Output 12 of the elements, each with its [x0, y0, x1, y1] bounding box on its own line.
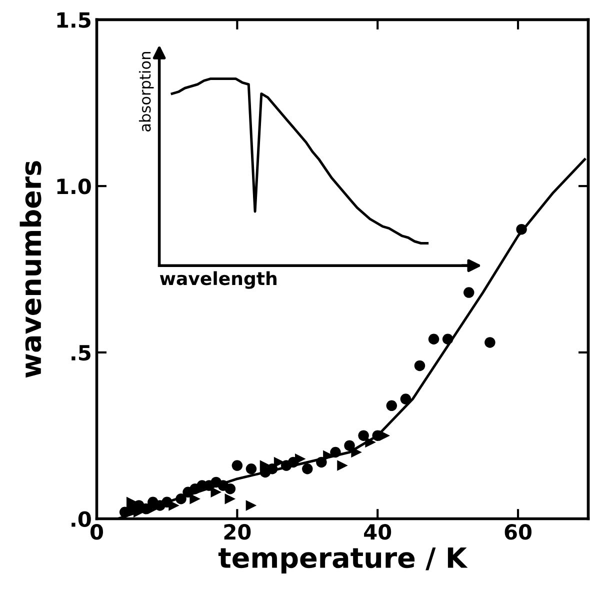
y-axis-title: wavenumbers — [20, 161, 42, 378]
x-tick-label: 0 — [90, 524, 104, 540]
x-tick-label: 60 — [504, 524, 532, 540]
x-tick-label: 20 — [224, 524, 251, 540]
y-tick-label: 1.5 — [57, 12, 90, 28]
y-axis-title: absorption — [138, 52, 154, 132]
y-tick-label: .0 — [72, 511, 91, 528]
x-axis-title: wavelength — [160, 271, 276, 289]
y-tick-label: .5 — [72, 345, 90, 361]
y-tick-label: 1.0 — [57, 178, 91, 194]
x-axis-title: temperature / K — [218, 547, 468, 574]
x-tick-label: 40 — [364, 524, 392, 540]
